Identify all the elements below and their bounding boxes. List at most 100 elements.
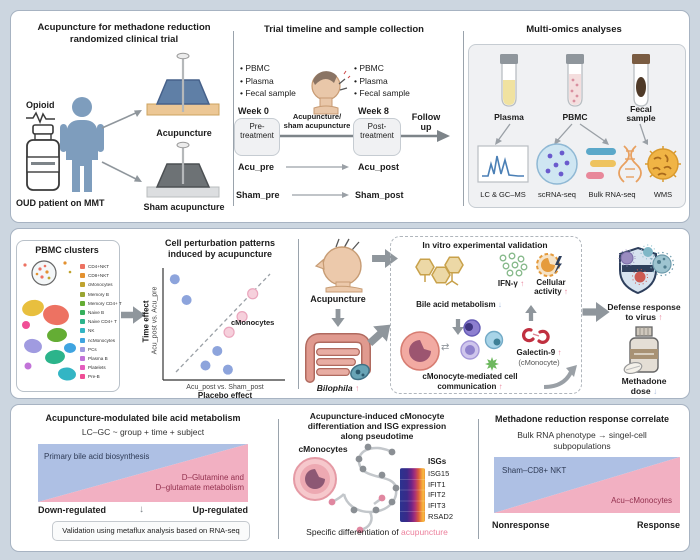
arrow-galectin-to-activity (523, 300, 539, 326)
legend-swatch (80, 310, 85, 316)
cellular-activity-icon (536, 253, 562, 277)
response-sub-line1: Bulk RNA phenotype → singel-cell (517, 430, 647, 440)
sham-label: Sham acupuncture (143, 202, 225, 212)
pbmc-tube-label: PBMC (562, 112, 588, 122)
scatter-ylabel-sub: Acu_post vs. Acu_pre (151, 286, 159, 355)
bile-blue-label: Primary bile acid biosynthesis (44, 452, 150, 461)
acupuncture-label: Acupuncture (156, 128, 212, 138)
opioid-waveform-icon (26, 111, 55, 124)
patient-label: OUD patient on MMT (16, 198, 105, 208)
bile-panel-title: Acupuncture-modulated bile acid metaboli… (45, 413, 241, 423)
scatter-ylabel-bold: Time effect (141, 300, 151, 343)
ifn-gamma-label: IFN-γ ↑ (497, 279, 525, 288)
pseudotime-trajectory (328, 443, 400, 534)
bile-pink-label-line2: D–glutamate metabolism (155, 483, 244, 492)
omics-title: Multi-omics analyses (526, 24, 622, 35)
legend-swatch (80, 346, 85, 352)
down-arrow-glyph: ↓ (139, 504, 144, 515)
randomization-arrows (101, 110, 142, 182)
trial-title-line1: Acupuncture for methadone reduction (37, 22, 211, 33)
ifn-gamma-icon (499, 252, 528, 277)
week0-label: Week 0 (238, 106, 269, 116)
legend-swatch (80, 319, 85, 325)
bile-wedge-chart (38, 444, 248, 502)
follow-up-label: Follow up (411, 112, 441, 132)
acu-pre-label: Acu_pre (238, 162, 275, 172)
nonresponse-label: Nonresponse (492, 520, 550, 530)
pseudotime-title-line3: along pseudotime (340, 431, 414, 441)
patient-icon (60, 97, 104, 192)
acupuncture-needle-icon (146, 52, 220, 116)
ear-acupuncture-head-icon (311, 70, 351, 115)
scrna-cells-icon (536, 143, 578, 185)
cellular-activity-label-line2: activity ↑ (534, 287, 568, 296)
galectin-sub-label: (cMonocyte) (518, 358, 560, 367)
immune-cell-group-icon (460, 319, 504, 371)
galectin-label: Galectin-9 ↑ (516, 348, 562, 357)
bile-formula: LC–GC ~ group + time + subject (81, 427, 205, 437)
bile-acid-label: Bile acid metabolism ↓ (416, 300, 502, 309)
defense-label-line1: Defense response (607, 302, 681, 312)
intervention-label-line2: sham acupuncture (283, 121, 351, 130)
isg-heatmap (400, 468, 425, 522)
legend-swatch (80, 291, 85, 297)
opioid-bottle-icon (26, 124, 60, 191)
response-sub-line2: subpopulations (553, 441, 611, 451)
virus-defense-shield-icon (618, 244, 675, 295)
acu-post-label: Acu_post (358, 162, 400, 172)
acu-arrow (286, 164, 349, 170)
cmonocytes-label: cMonocytes (298, 444, 348, 454)
timeline-title: Trial timeline and sample collection (264, 24, 424, 35)
post-sample-list: PBMC Plasma Fecal sample (354, 62, 410, 100)
methadone-label-line1: Methadone (621, 376, 667, 386)
sham-pre-label: Sham_pre (236, 190, 280, 200)
scatter-title-line2: induced by acupuncture (167, 249, 272, 259)
pseudotime-caption: Specific differentiation of acupuncture (306, 527, 448, 537)
defense-label-line2: to virus ↑ (625, 312, 663, 322)
gene-label-rsad2: RSAD2 (428, 512, 454, 521)
legend-swatch (80, 273, 85, 279)
legend-swatch (80, 328, 85, 334)
umap-plot (22, 260, 76, 381)
bulk-rnaseq-icon (586, 145, 642, 183)
pbmc-clusters-title: PBMC clusters (35, 245, 99, 255)
pseudotime-title-line1: Acupuncture-induced cMonocyte (309, 411, 445, 421)
cmonocyte-cell-2-icon (293, 457, 337, 501)
validation-box: Validation using metaflux analysis based… (52, 521, 250, 541)
legend-swatch (80, 282, 85, 288)
legend-swatch (80, 300, 85, 306)
sham-arrow (292, 192, 349, 198)
arrow-comm-to-galectin (543, 365, 577, 389)
chromatogram-icon (477, 145, 529, 183)
method-label-lcgcms: LC & GC–MS (480, 190, 526, 199)
gene-label-isg15: ISG15 (428, 469, 450, 478)
response-pink-label: Acu–cMonocytes (611, 496, 672, 505)
arrow-head-to-gut (329, 306, 347, 330)
bile-pink-label-line1: D–Glutamine and (181, 473, 244, 482)
gene-label-ifit1: IFIT1 (428, 480, 446, 489)
invitro-box (390, 236, 582, 394)
sham-post-label: Sham_post (355, 190, 404, 200)
legend-swatch (80, 264, 85, 270)
post-treatment-box: Post-treatment (353, 118, 401, 156)
scatter-xlabel-sub: Acu_post vs. Sham_post (186, 384, 264, 391)
pre-sample-list: PBMC Plasma Fecal sample (240, 62, 296, 100)
legend-swatch (80, 337, 85, 343)
method-label-wms: WMS (653, 190, 673, 199)
gene-label-ifit2: IFIT2 (428, 490, 446, 499)
bile-acid-molecule-icon (415, 256, 464, 286)
sham-needle-icon (146, 141, 220, 198)
cmonocyte-cell-icon (400, 331, 440, 371)
fecal-tube-icon (632, 54, 650, 107)
down-regulated-label: Down-regulated (38, 505, 107, 515)
exchange-arrows: ⇄ (441, 342, 450, 353)
divider (233, 31, 234, 206)
intestine-icon (305, 333, 371, 383)
scatter-xlabel-bold: Placebo effect (197, 391, 253, 400)
intervention-label-line1: Acupuncture/ (292, 112, 342, 121)
communication-label-line2: communication ↑ (437, 382, 503, 391)
scatter-title-line1: Cell perturbation patterns (164, 238, 275, 248)
fecal-tube-label: Fecal sample (626, 104, 656, 123)
legend-swatch (80, 365, 85, 371)
acupuncture-head-icon (314, 238, 363, 293)
